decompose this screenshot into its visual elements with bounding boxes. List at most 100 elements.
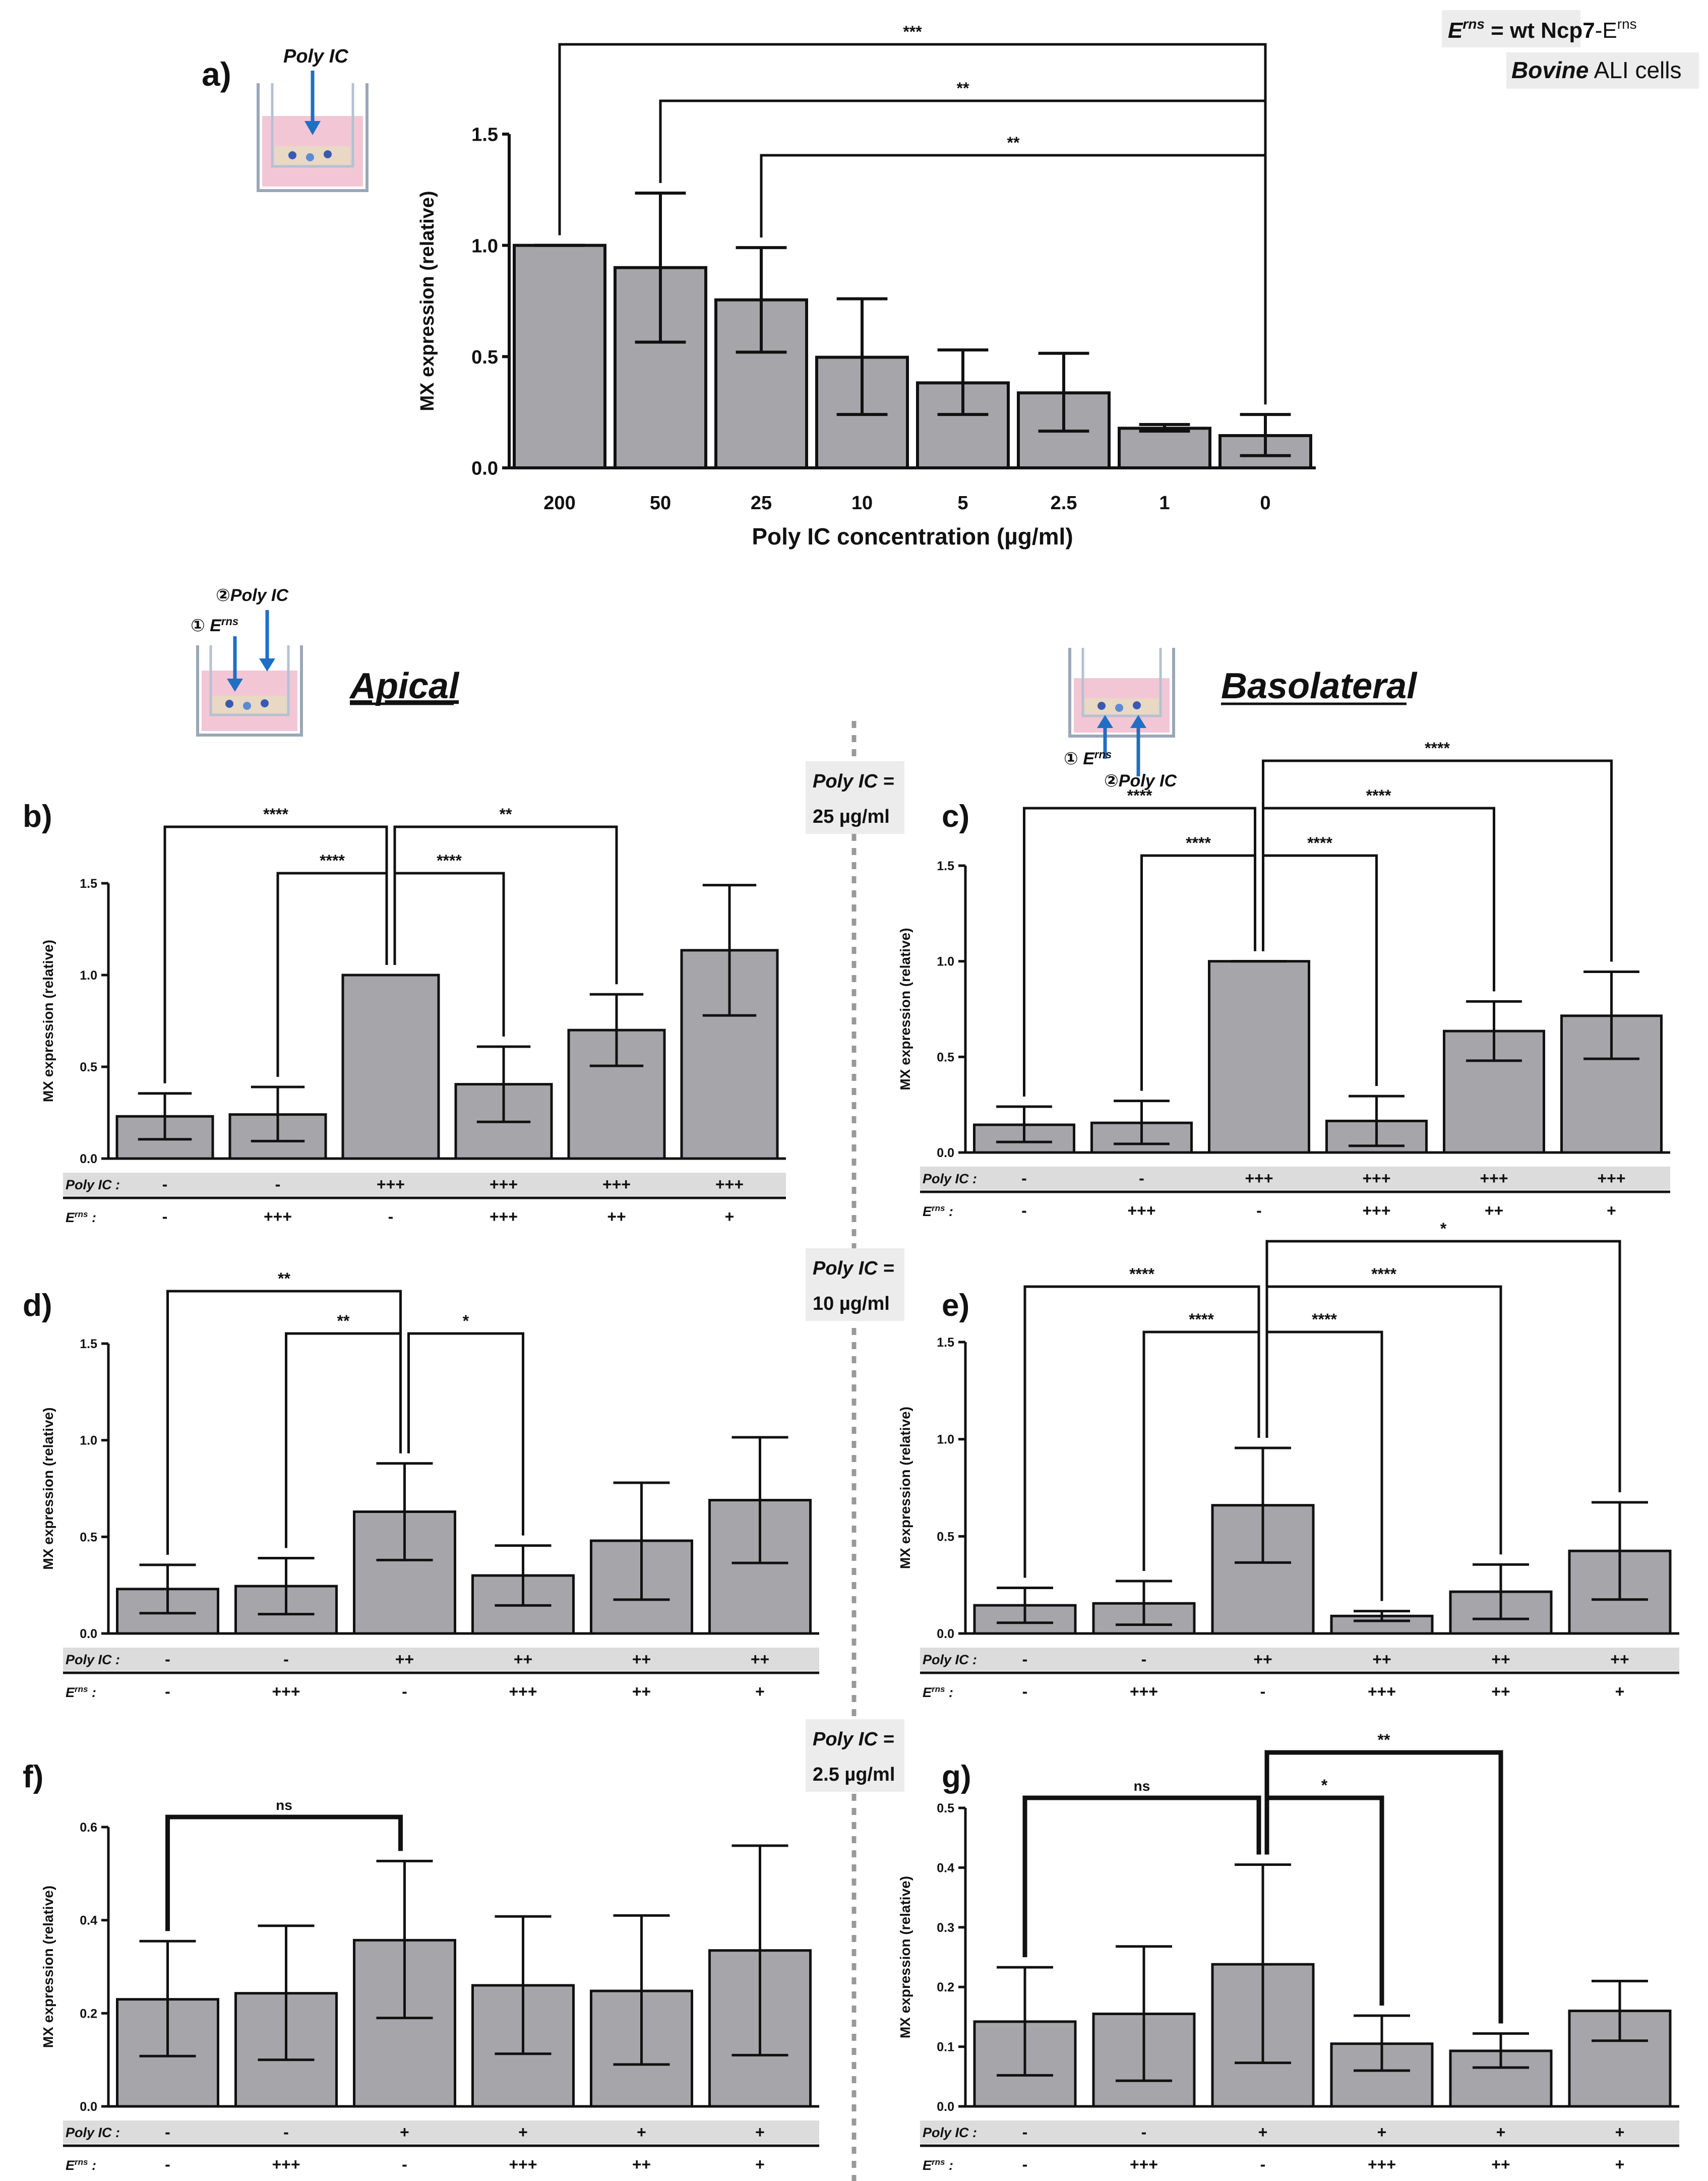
panel-b-significance-label: **** [263,805,288,823]
panel-a-significance-label: ** [957,79,969,97]
panel-b-ytick-label: 0.5 [80,1060,97,1074]
legend-cells-rest: ALI cells [1589,57,1681,83]
panel-c-polyic-value: - [1139,1169,1144,1187]
panel-f-erns-e: E [66,2158,75,2173]
panel-c-ytick-label: 0.5 [937,1050,954,1064]
panel-g-polyic-value: + [1496,2123,1506,2141]
panel-g-significance-bracket [1022,1795,1261,1958]
panel-c-erns-sup: rns [932,1203,945,1213]
panel-c-significance-label: **** [1186,834,1211,852]
panel-f-y-axis-label: MX expression (relative) [40,1886,56,2048]
panel-e-erns-value: - [1022,1682,1028,1701]
panel-e-significance-label: **** [1189,1310,1214,1328]
panel-d-polyic-value: ++ [632,1650,651,1668]
panel-b-erns-value: + [725,1207,735,1226]
panel-g-significance-label: ** [1378,1731,1390,1749]
panel-f-significance-label: ns [276,1797,292,1813]
panel-f-ytick-label: 0.0 [80,2100,97,2114]
panel-e-ytick-label: 0.5 [937,1530,954,1544]
panel-g-significance-label: * [1321,1776,1328,1794]
panel-d-ytick-label: 0.0 [80,1627,97,1641]
panel-b-erns-colon: : [88,1210,96,1225]
panel-a-bar [513,244,606,469]
panel-g-ytick-label: 0.0 [937,2100,954,2114]
panel-b-polyic-row-band [63,1173,786,1196]
panel-b-polyic-value: - [162,1175,168,1193]
svg-text:① Erns: ① Erns [1064,748,1112,768]
panel-a-ytick-label: 1.5 [471,125,498,146]
panel-e-erns-value: ++ [1491,1682,1510,1701]
panel-d-erns-value: +++ [272,1682,300,1701]
panel-a-y-axis-label: MX expression (relative) [417,191,438,411]
panel-e-label: e) [942,1288,969,1323]
panel-b-erns-row-label: Erns : [66,1209,96,1225]
panel-f-ytick-label: 0.2 [80,2007,97,2021]
schematic-basolateral-transwell: ① Erns ②Poly IC [1064,648,1177,791]
concentration-box-10-l1: Poly IC = [813,1258,894,1279]
panel-g-erns-value: ++ [1491,2155,1510,2173]
panel-e-significance-label: **** [1312,1310,1337,1328]
panel-d-ytick-label: 1.5 [80,1337,97,1351]
panel-e-polyic-value: ++ [1372,1650,1391,1668]
schematic-baso-step1: ① E [1064,749,1095,768]
panel-f-erns-value: - [165,2155,170,2173]
panel-c-ytick-label: 1.5 [937,859,954,873]
panel-d-significance-bracket [407,1332,524,1536]
panel-d-polyic-value: ++ [514,1650,532,1668]
panel-b-erns-e: E [66,1210,75,1225]
schematic-apical-transwell: ②Poly IC ① Erns [191,586,303,737]
panel-f-label: f) [23,1760,43,1794]
panel-g-significance-bracket [1264,1750,1503,2024]
panel-c-polyic-value: +++ [1597,1169,1625,1187]
panel-a-x-tick-label: 200 [543,493,575,514]
panel-g-ytick-label: 0.3 [937,1921,954,1935]
panel-f-polyic-row-label: Poly IC : [66,2125,120,2140]
panel-c-polyic-value: - [1021,1169,1027,1187]
panel-e-polyic-row-label: Poly IC : [923,1652,977,1667]
legend-cells-bold: Bovine [1511,57,1589,83]
panel-e-polyic-value: ++ [1491,1650,1510,1668]
panel-d-erns-value: + [755,1682,765,1701]
panel-b-ytick-label: 0.0 [80,1152,97,1166]
panel-g-polyic-row-label: Poly IC : [923,2125,977,2140]
legend-erns-e: E [1448,18,1463,43]
panel-c-erns-value: +++ [1362,1201,1390,1220]
panel-d-erns-value: +++ [509,1682,537,1701]
panel-b-polyic-value: +++ [490,1175,518,1193]
panel-a-significance-bracket [760,154,1267,405]
panel-c-significance-label: **** [1366,786,1391,805]
concentration-box-2-5-l2: 2.5 µg/ml [813,1764,895,1785]
panel-b-polyic-row-label: Poly IC : [66,1177,120,1192]
panel-b-label: b) [23,799,52,834]
panel-g-polyic-row-band [920,2121,1679,2144]
panel-c-ytick-label: 1.0 [937,955,954,969]
panel-d-polyic-value: - [165,1650,170,1668]
panel-g-erns-e: E [923,2158,932,2173]
panel-c-polyic-value: +++ [1480,1169,1508,1187]
panel-a-significance-label: ** [1007,134,1020,152]
panel-d-erns-value: ++ [632,1682,651,1701]
svg-text:Bovine ALI cells: Bovine ALI cells [1511,57,1681,83]
panel-g-polyic-value: + [1377,2123,1387,2141]
panel-d-erns-value: - [402,1682,407,1701]
panel-e-polyic-value: ++ [1610,1650,1629,1668]
panel-d-erns-colon: : [88,1685,96,1700]
schematic-apical-step1-sup: rns [221,615,238,628]
panel-b-significance-label: **** [320,852,345,870]
panel-a-bar [916,381,1010,469]
panel-e-erns-value: +++ [1368,1682,1396,1701]
panel-f-erns-colon: : [88,2158,96,2173]
panel-b-ytick-label: 1.5 [80,877,97,891]
panel-f-erns-value: +++ [272,2155,300,2173]
panel-b-erns-value: - [388,1207,394,1226]
panel-d-significance-label: * [463,1312,469,1330]
panel-f-erns-value: + [755,2155,765,2173]
panel-e-significance-bracket [1265,1240,1621,1492]
panel-a-x-tick-label: 5 [957,493,968,514]
panel-c-erns-value: + [1607,1201,1616,1220]
panel-d-polyic-row-band [63,1648,819,1671]
panel-c-erns-e: E [923,1204,932,1219]
schematic-baso-step1-sup: rns [1094,748,1112,761]
panel-b-erns-value: - [162,1207,168,1226]
panel-g-erns-value: +++ [1368,2155,1396,2173]
